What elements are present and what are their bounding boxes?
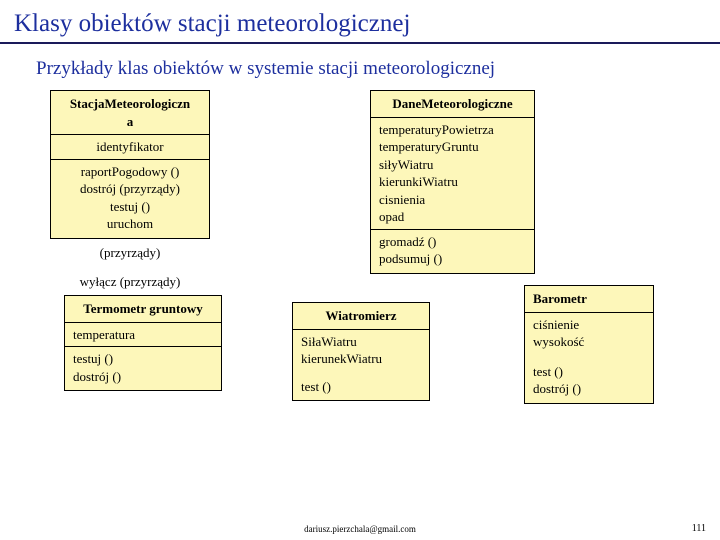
class-barometr: Barometr ciśnienie wysokość test () dost… (524, 285, 654, 404)
class-stacja-overflow: (przyrządy) wyłącz (przyrządy) (50, 232, 210, 303)
class-attrs: ciśnienie wysokość (525, 313, 653, 351)
class-attrs: SiłaWiatru kierunekWiatru (293, 330, 429, 368)
slide-title: Klasy obiektów stacji meteorologicznej (0, 0, 720, 42)
class-ops: raportPogodowy () dostrój (przyrządy) te… (51, 160, 209, 238)
class-attrs: temperatura (65, 323, 221, 348)
class-termometr: Termometr gruntowy temperatura testuj ()… (64, 295, 222, 391)
diagram-canvas: StacjaMeteorologiczn a identyfikator rap… (0, 80, 720, 510)
class-name: StacjaMeteorologiczn a (51, 91, 209, 135)
class-ops: gromadź () podsumuj () (371, 230, 534, 273)
class-name: Wiatromierz (293, 303, 429, 330)
class-stacja: StacjaMeteorologiczn a identyfikator rap… (50, 90, 210, 239)
footer-email: dariusz.pierzchala@gmail.com (0, 524, 720, 534)
slide-subtitle: Przykłady klas obiektów w systemie stacj… (0, 44, 720, 80)
class-name: Barometr (525, 286, 653, 313)
class-name: DaneMeteorologiczne (371, 91, 534, 118)
class-name: Termometr gruntowy (65, 296, 221, 323)
class-wiatromierz: Wiatromierz SiłaWiatru kierunekWiatru te… (292, 302, 430, 401)
class-ops: testuj () dostrój () (65, 347, 221, 390)
footer-page-number: 111 (692, 523, 706, 534)
class-attrs: temperaturyPowietrza temperaturyGruntu s… (371, 118, 534, 230)
class-ops: test () dostrój () (525, 351, 653, 403)
class-attrs: identyfikator (51, 135, 209, 160)
class-dane: DaneMeteorologiczne temperaturyPowietrza… (370, 90, 535, 274)
class-ops: test () (293, 368, 429, 401)
